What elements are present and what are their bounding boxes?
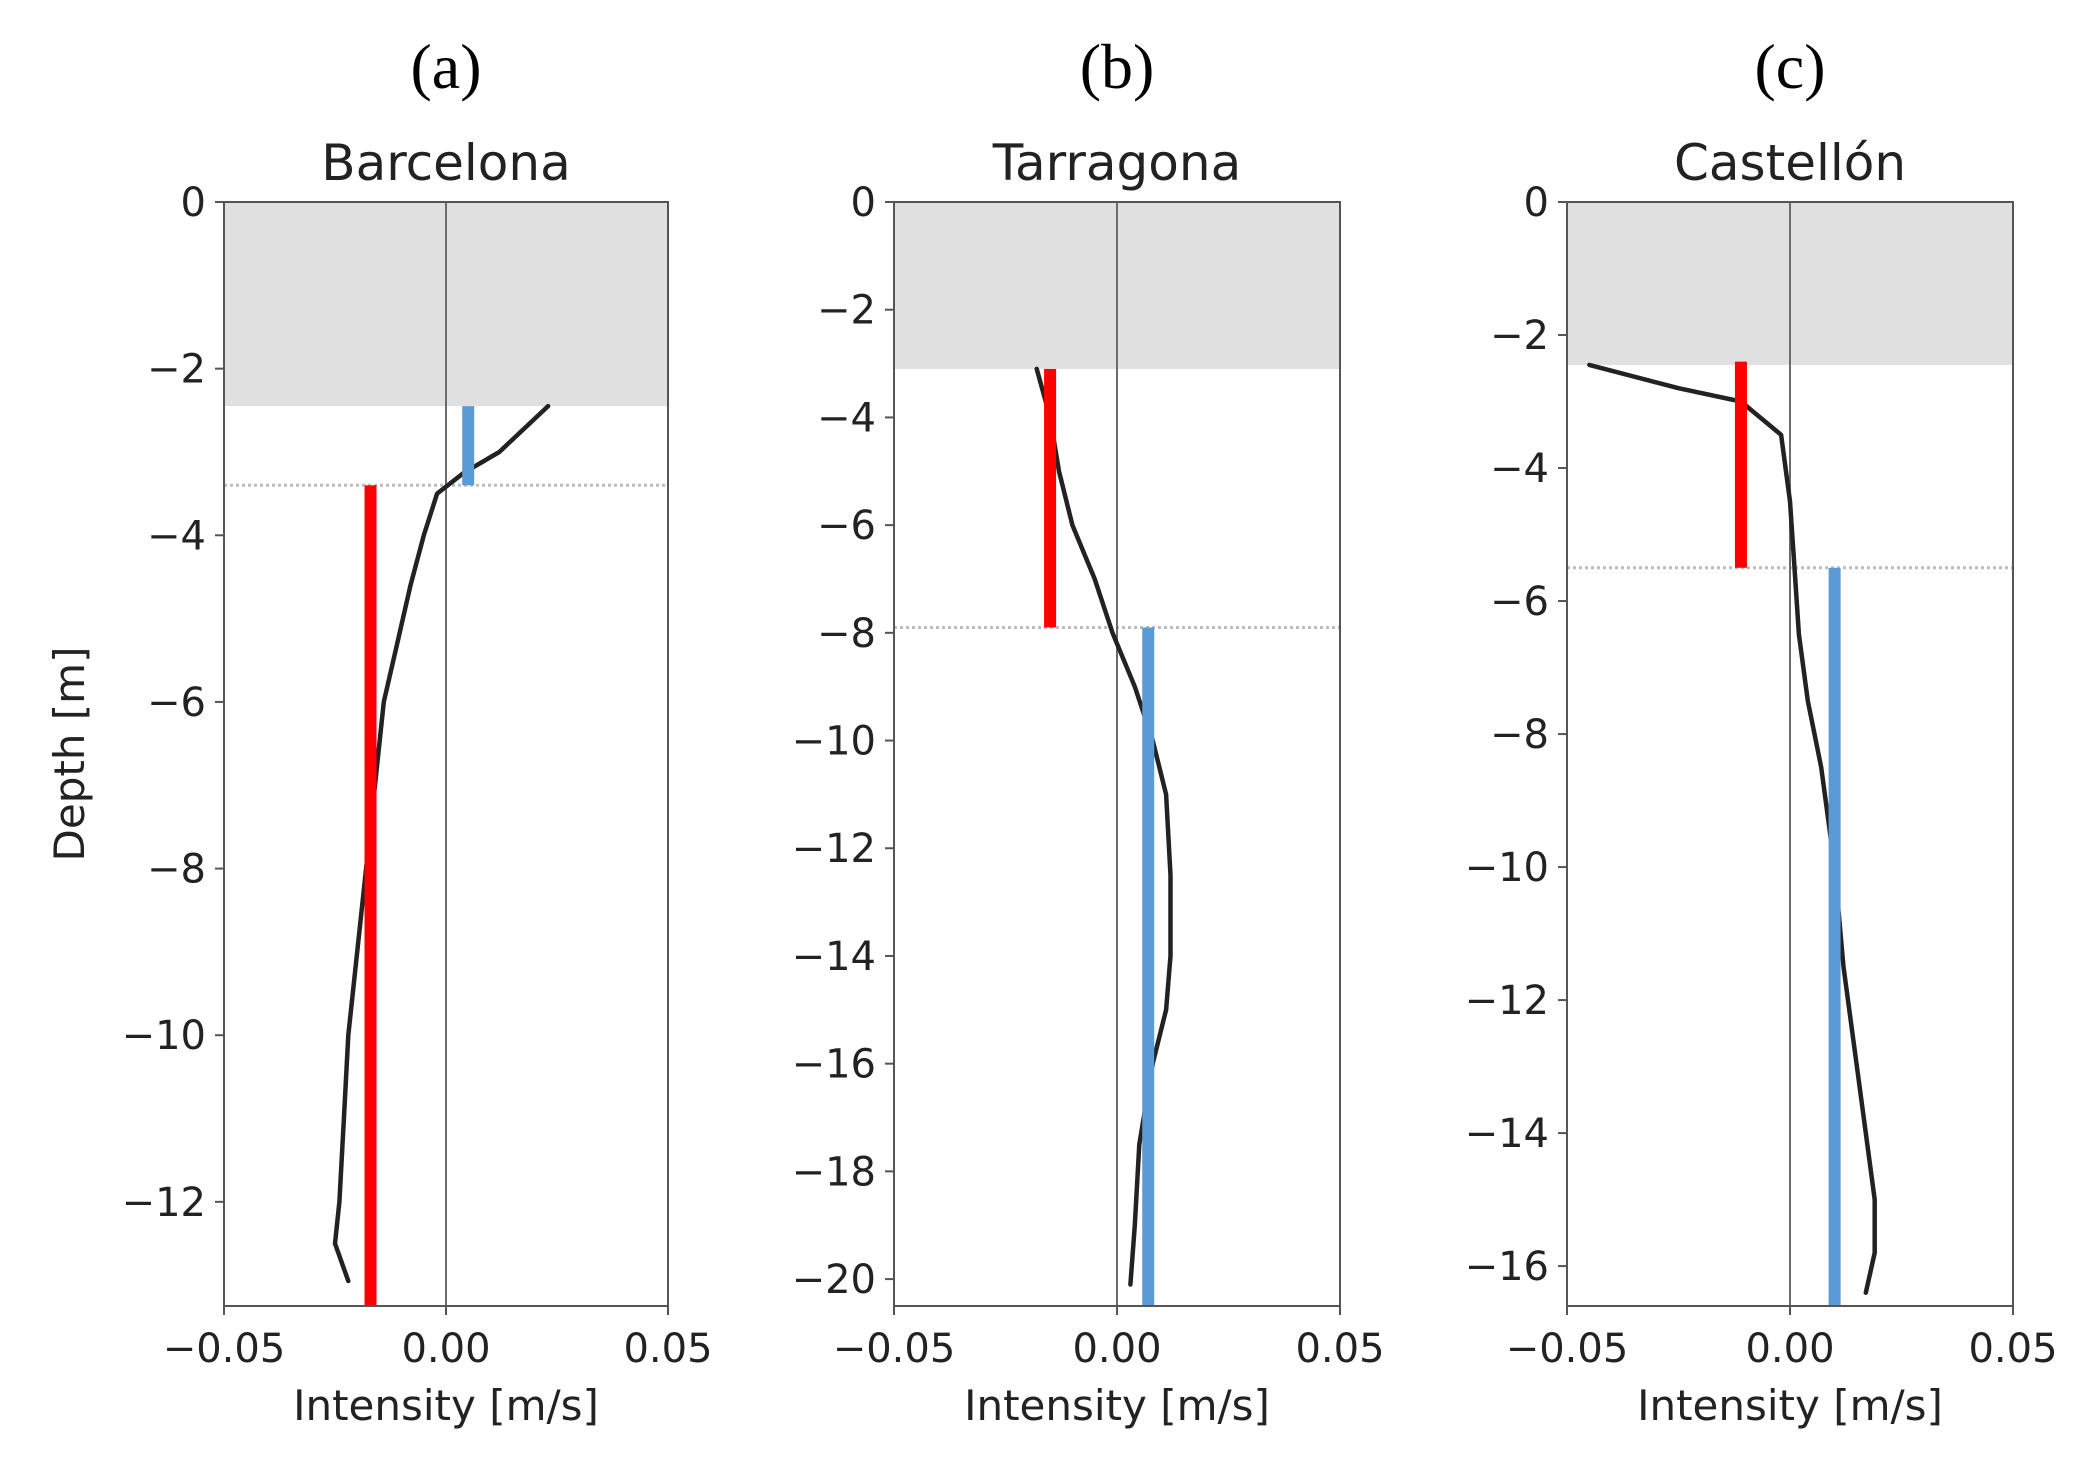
y-tick-label: −6	[1490, 579, 1549, 625]
y-tick-label: −12	[1465, 978, 1549, 1024]
y-tick-label: −12	[122, 1180, 206, 1226]
x-tick-label: −0.05	[833, 1326, 956, 1372]
y-tick-label: −10	[122, 1013, 206, 1059]
y-tick-label: −14	[1465, 1111, 1549, 1157]
blue-mean-bar	[1142, 627, 1155, 1306]
y-tick-label: −2	[817, 288, 876, 334]
x-axis-label: Intensity [m/s]	[1637, 1381, 1943, 1430]
x-axis-label: Intensity [m/s]	[293, 1381, 599, 1430]
blue-mean-bar	[462, 406, 475, 486]
chart-title: Tarragona	[992, 134, 1241, 192]
y-tick-label: −10	[792, 719, 876, 765]
y-tick-label: 0	[181, 180, 206, 226]
y-tick-label: −10	[1465, 845, 1549, 891]
blue-mean-bar	[1828, 567, 1841, 1306]
y-tick-label: −4	[147, 513, 206, 559]
y-tick-label: −18	[792, 1149, 876, 1195]
red-mean-bar	[1734, 361, 1747, 568]
x-tick-label: 0.05	[1295, 1326, 1384, 1372]
velocity-profile-line	[332, 403, 551, 1284]
y-tick-label: −8	[1490, 712, 1549, 758]
y-tick-label: −12	[792, 826, 876, 872]
y-axis-label: Depth [m]	[45, 647, 94, 862]
red-mean-bar	[364, 485, 377, 1307]
x-axis-label: Intensity [m/s]	[964, 1381, 1270, 1430]
y-tick-label: −6	[147, 680, 206, 726]
x-tick-label: −0.05	[1506, 1326, 1629, 1372]
y-tick-label: −4	[1490, 446, 1549, 492]
y-tick-label: −8	[147, 847, 206, 893]
y-tick-label: −16	[1465, 1244, 1549, 1290]
y-tick-label: −14	[792, 934, 876, 980]
x-tick-label: 0.00	[1745, 1326, 1834, 1372]
y-tick-label: 0	[1524, 180, 1549, 226]
chart-panel-1: (a) Barcelona 0 −2 −4 −6 −8 −10 −12 −0.05 0.00 0.05…	[45, 31, 713, 1430]
y-tick-label: −8	[817, 611, 876, 657]
x-tick-label: 0.00	[401, 1326, 490, 1372]
y-tick-label: 0	[851, 180, 876, 226]
y-tick-label: −16	[792, 1042, 876, 1088]
chart-title: Barcelona	[321, 134, 570, 192]
chart-panel-3: (c) Castellón 0 −2 −4 −6 −8 −10 −12 −14 −16 −0.05 0.…	[1465, 31, 2058, 1430]
y-tick-label: −4	[817, 395, 876, 441]
x-tick-label: 0.05	[1968, 1326, 2057, 1372]
x-tick-label: −0.05	[163, 1326, 286, 1372]
y-tick-label: −20	[792, 1257, 876, 1303]
x-tick-label: 0.00	[1072, 1326, 1161, 1372]
x-tick-label: 0.05	[623, 1326, 712, 1372]
panel-letter: (c)	[1754, 31, 1825, 102]
panel-letter: (b)	[1080, 31, 1155, 102]
red-mean-bar	[1044, 368, 1057, 628]
panel-letter: (a)	[410, 31, 481, 102]
chart-title: Castellón	[1674, 134, 1906, 192]
velocity-profile-line	[1587, 362, 1877, 1295]
chart-panel-2: (b) Tarragona 0 −2 −4 −6 −8 −10 −12 −14 −16 −18 −20 −…	[792, 31, 1385, 1430]
y-tick-label: −6	[817, 503, 876, 549]
y-tick-label: −2	[1490, 313, 1549, 359]
y-tick-label: −2	[147, 347, 206, 393]
